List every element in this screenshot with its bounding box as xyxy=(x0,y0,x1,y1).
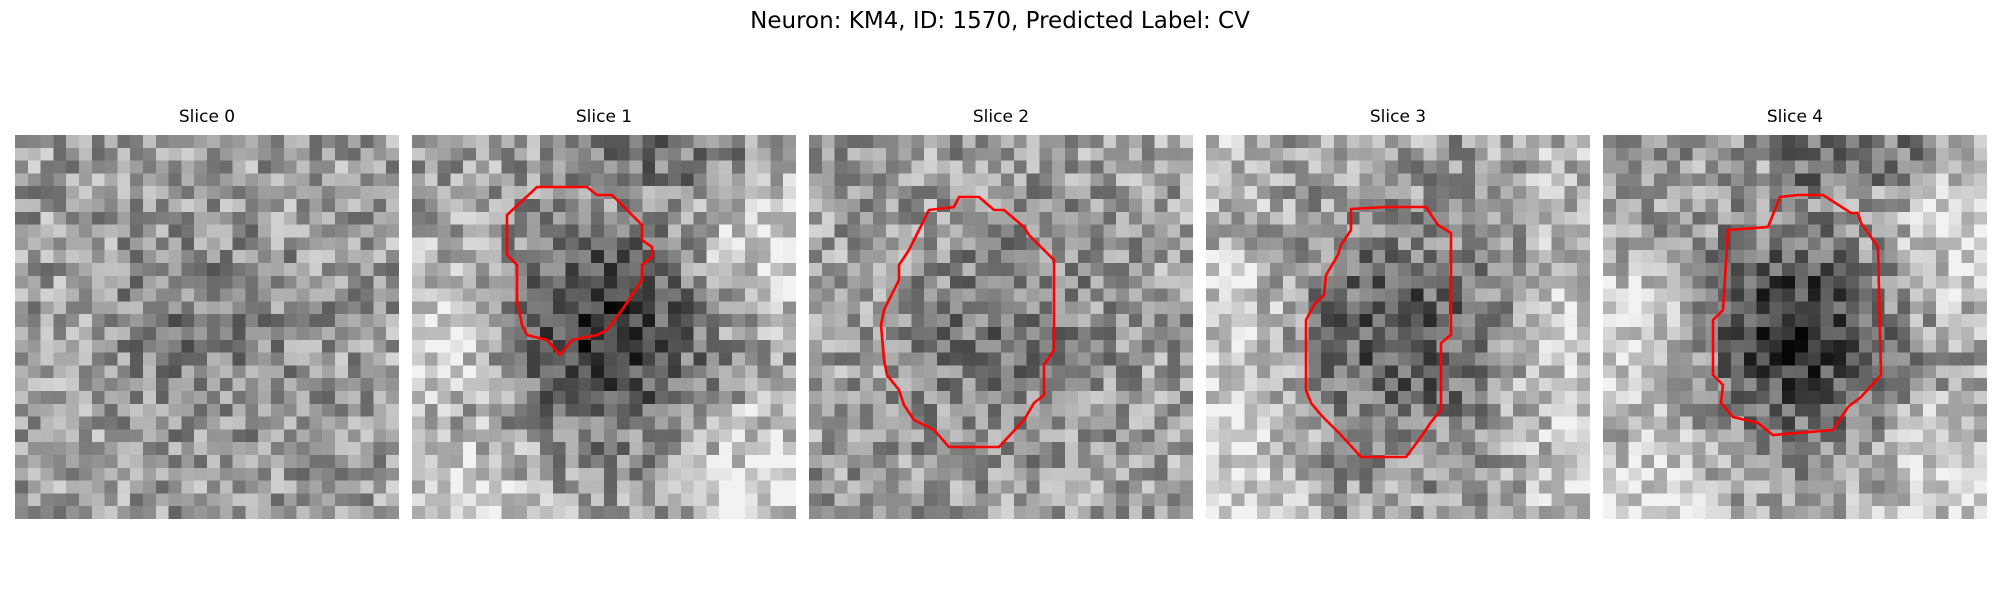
slice-image xyxy=(15,135,399,519)
segmentation-contour-layer xyxy=(879,195,1056,449)
segmentation-contour xyxy=(1304,205,1453,459)
slice-image xyxy=(412,135,796,519)
slice-image xyxy=(1603,135,1987,519)
slice-image xyxy=(809,135,1193,519)
slice-image xyxy=(1206,135,1590,519)
slice-pixels xyxy=(412,135,796,519)
segmentation-contour xyxy=(1711,193,1883,437)
segmentation-contour-layer xyxy=(1304,205,1453,459)
slice-title: Slice 3 xyxy=(1369,107,1427,127)
segmentation-contour-layer xyxy=(505,185,654,358)
slice-pixels xyxy=(1206,135,1590,519)
slice-pixels xyxy=(809,135,1193,519)
figure-title: Neuron: KM4, ID: 1570, Predicted Label: … xyxy=(750,8,1250,34)
slice-pixels xyxy=(15,135,399,519)
slice-title: Slice 2 xyxy=(972,107,1030,127)
segmentation-contour xyxy=(879,195,1056,449)
slice-title: Slice 0 xyxy=(178,107,236,127)
segmentation-contour-layer xyxy=(1711,193,1883,437)
slice-title: Slice 4 xyxy=(1766,107,1824,127)
slice-pixels xyxy=(1603,135,1987,519)
slice-title: Slice 1 xyxy=(575,107,633,127)
segmentation-contour xyxy=(505,185,654,358)
